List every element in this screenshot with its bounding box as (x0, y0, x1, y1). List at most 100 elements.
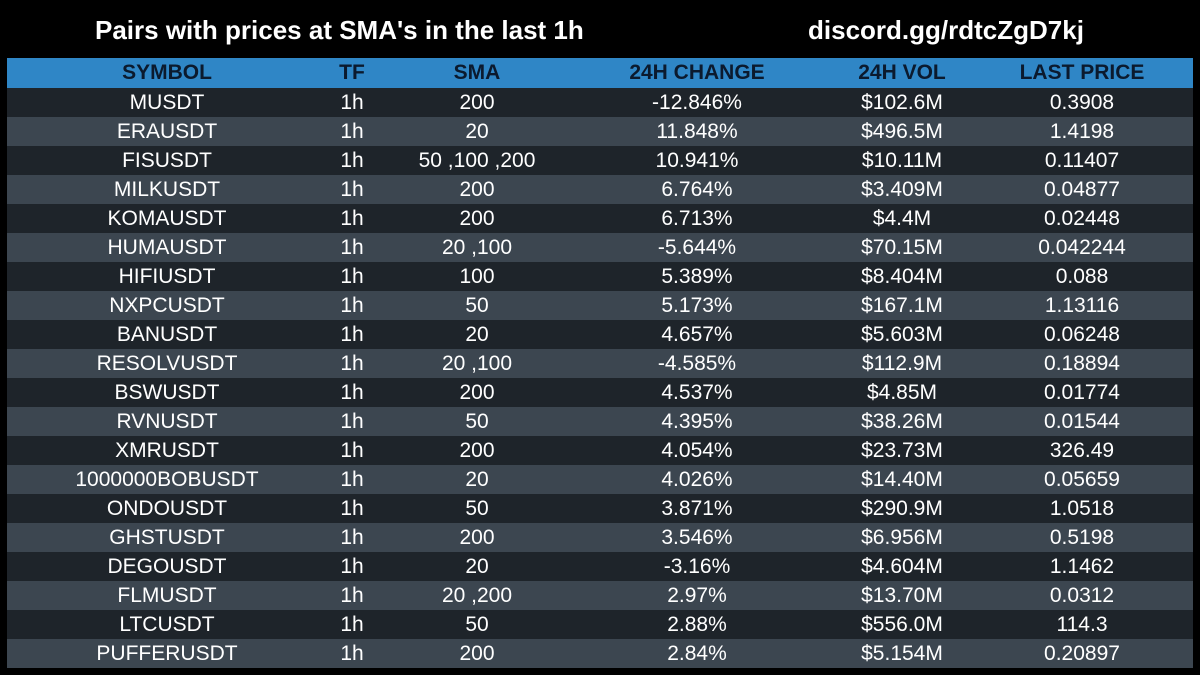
cell-24h-change: 11.848% (656, 120, 738, 143)
cell-24h-change: -5.644% (657, 236, 737, 259)
cell-24h-change: 5.389% (661, 265, 733, 288)
cell-24h-vol: $10.11M (861, 149, 943, 172)
cell-sma: 200 (459, 642, 495, 665)
cell-last-price: 0.088 (1055, 265, 1109, 288)
cell-24h-vol: $6.956M (861, 526, 943, 549)
cell-tf: 1h (340, 381, 364, 404)
cell-symbol: RVNUSDT (116, 410, 218, 433)
cell-tf: 1h (340, 265, 364, 288)
cell-24h-change: 3.871% (661, 497, 733, 520)
table-row: KOMAUSDT 1h 200 6.713% $4.4M 0.02448 (7, 204, 1193, 233)
cell-24h-vol: $5.603M (861, 323, 943, 346)
table-row: RVNUSDT 1h 50 4.395% $38.26M 0.01544 (7, 407, 1193, 436)
cell-sma: 200 (459, 178, 495, 201)
cell-24h-change: 6.713% (661, 207, 733, 230)
table-row: GHSTUSDT 1h 200 3.546% $6.956M 0.5198 (7, 523, 1193, 552)
table-header-row: SYMBOL TF SMA 24H CHANGE 24H VOL LAST PR… (7, 58, 1193, 88)
cell-24h-vol: $13.70M (861, 584, 943, 607)
cell-last-price: 326.49 (1049, 439, 1115, 462)
column-header-24h-vol: 24H VOL (858, 61, 946, 84)
cell-tf: 1h (340, 468, 364, 491)
cell-last-price: 0.05659 (1044, 468, 1120, 491)
cell-symbol: GHSTUSDT (109, 526, 225, 549)
cell-sma: 20 (465, 555, 489, 578)
cell-symbol: MUSDT (129, 91, 205, 114)
cell-24h-vol: $38.26M (861, 410, 943, 433)
cell-symbol: PUFFERUSDT (96, 642, 238, 665)
cell-last-price: 0.11407 (1044, 149, 1120, 172)
cell-24h-change: 4.026% (661, 468, 733, 491)
column-header-sma: SMA (453, 61, 501, 84)
cell-sma: 200 (459, 439, 495, 462)
cell-tf: 1h (340, 439, 364, 462)
table-row: HUMAUSDT 1h 20 ,100 -5.644% $70.15M 0.042244 (7, 233, 1193, 262)
table-row: 1000000BOBUSDT 1h 20 4.026% $14.40M 0.05659 (7, 465, 1193, 494)
cell-symbol: ERAUSDT (116, 120, 218, 143)
table-row: BSWUSDT 1h 200 4.537% $4.85M 0.01774 (7, 378, 1193, 407)
discord-link-text: discord.gg/rdtcZgD7kj (808, 15, 1084, 45)
cell-symbol: MILKUSDT (113, 178, 221, 201)
cell-sma: 50 (465, 497, 489, 520)
table-row: PUFFERUSDT 1h 200 2.84% $5.154M 0.20897 (7, 639, 1193, 668)
cell-tf: 1h (340, 555, 364, 578)
cell-symbol: BSWUSDT (114, 381, 220, 404)
cell-24h-vol: $4.4M (872, 207, 932, 230)
cell-symbol: DEGOUSDT (107, 555, 227, 578)
cell-24h-change: -12.846% (652, 91, 742, 114)
cell-24h-change: 3.546% (661, 526, 733, 549)
cell-last-price: 1.1462 (1049, 555, 1115, 578)
cell-24h-change: 2.84% (667, 642, 727, 665)
cell-tf: 1h (340, 178, 364, 201)
cell-tf: 1h (340, 352, 364, 375)
cell-last-price: 0.02448 (1044, 207, 1120, 230)
cell-last-price: 0.042244 (1038, 236, 1126, 259)
cell-sma: 200 (459, 381, 495, 404)
cell-24h-change: 4.054% (661, 439, 733, 462)
cell-24h-vol: $4.604M (861, 555, 943, 578)
cell-24h-vol: $112.9M (861, 352, 943, 375)
cell-symbol: HUMAUSDT (107, 236, 227, 259)
column-header-last-price: LAST PRICE (1019, 61, 1145, 84)
table-row: MILKUSDT 1h 200 6.764% $3.409M 0.04877 (7, 175, 1193, 204)
cell-sma: 50 (465, 294, 489, 317)
cell-sma: 20 (465, 120, 489, 143)
cell-tf: 1h (340, 207, 364, 230)
cell-symbol: FISUSDT (122, 149, 212, 172)
cell-24h-vol: $23.73M (861, 439, 943, 462)
cell-24h-vol: $70.15M (861, 236, 943, 259)
cell-24h-vol: $496.5M (861, 120, 943, 143)
header: Pairs with prices at SMA's in the last 1… (0, 0, 1200, 58)
cell-last-price: 1.4198 (1049, 120, 1115, 143)
cell-tf: 1h (340, 120, 364, 143)
cell-symbol: LTCUSDT (119, 613, 215, 636)
cell-24h-change: 5.173% (661, 294, 733, 317)
cell-last-price: 0.3908 (1049, 91, 1115, 114)
cell-tf: 1h (340, 323, 364, 346)
cell-last-price: 0.06248 (1044, 323, 1120, 346)
cell-24h-change: 2.97% (667, 584, 727, 607)
cell-24h-vol: $102.6M (861, 91, 943, 114)
cell-24h-vol: $556.0M (861, 613, 943, 636)
cell-symbol: XMRUSDT (115, 439, 219, 462)
cell-24h-vol: $4.85M (866, 381, 938, 404)
page-title: Pairs with prices at SMA's in the last 1… (95, 15, 584, 45)
cell-symbol: FLMUSDT (117, 584, 217, 607)
cell-24h-change: -3.16% (663, 555, 731, 578)
table-row: LTCUSDT 1h 50 2.88% $556.0M 114.3 (7, 610, 1193, 639)
column-header-symbol: SYMBOL (122, 61, 212, 84)
table-row: HIFIUSDT 1h 100 5.389% $8.404M 0.088 (7, 262, 1193, 291)
table-row: ONDOUSDT 1h 50 3.871% $290.9M 1.0518 (7, 494, 1193, 523)
cell-tf: 1h (340, 584, 364, 607)
table-row: ERAUSDT 1h 20 11.848% $496.5M 1.4198 (7, 117, 1193, 146)
cell-tf: 1h (340, 91, 364, 114)
cell-last-price: 0.04877 (1044, 178, 1120, 201)
cell-sma: 200 (459, 526, 495, 549)
cell-sma: 50 (465, 410, 489, 433)
cell-24h-vol: $8.404M (861, 265, 943, 288)
cell-tf: 1h (340, 294, 364, 317)
cell-24h-vol: $290.9M (861, 497, 943, 520)
pairs-table: SYMBOL TF SMA 24H CHANGE 24H VOL LAST PR… (7, 58, 1193, 669)
cell-24h-change: 4.395% (661, 410, 733, 433)
cell-tf: 1h (340, 236, 364, 259)
cell-24h-vol: $5.154M (861, 642, 943, 665)
